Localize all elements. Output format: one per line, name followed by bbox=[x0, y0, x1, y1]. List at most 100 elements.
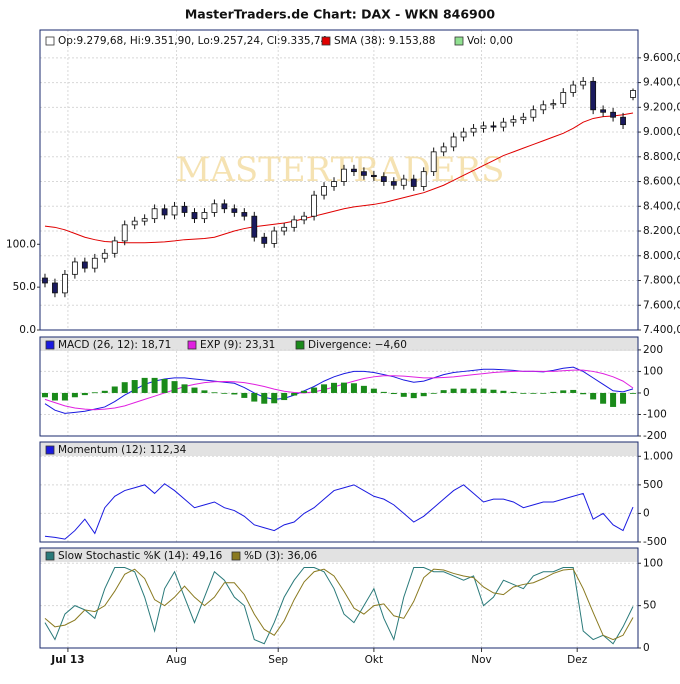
legend-swatch bbox=[45, 445, 55, 455]
bar bbox=[370, 388, 377, 393]
candle-body bbox=[251, 215, 258, 238]
candle-body bbox=[550, 103, 557, 106]
bar bbox=[620, 392, 627, 404]
x-tick-label: Nov bbox=[471, 654, 492, 666]
x-tick-label: Dez bbox=[567, 654, 588, 666]
candle-body bbox=[470, 127, 477, 133]
bar bbox=[520, 392, 527, 394]
candle-body bbox=[420, 171, 427, 187]
y-tick-label: -500 bbox=[643, 536, 667, 548]
candle-body bbox=[600, 109, 607, 113]
candle-body bbox=[410, 178, 417, 187]
bar bbox=[470, 388, 477, 393]
bar bbox=[510, 391, 517, 393]
candle-body bbox=[380, 176, 387, 182]
bar bbox=[490, 389, 497, 393]
legend-label: Divergence: −4,60 bbox=[308, 339, 407, 351]
y-tick-label: 9.000,0 bbox=[643, 126, 680, 138]
candle-body bbox=[181, 205, 188, 213]
bar bbox=[191, 387, 198, 393]
series-line bbox=[44, 369, 634, 411]
candle-body bbox=[201, 212, 208, 220]
y-tick-label: 8.000,0 bbox=[643, 250, 680, 262]
bar bbox=[480, 388, 487, 393]
legend-swatch bbox=[231, 551, 241, 561]
bar bbox=[400, 392, 407, 397]
y-tick-label: 200 bbox=[643, 344, 663, 356]
y-tick-label: 7.400,0 bbox=[643, 324, 680, 336]
candle-body bbox=[121, 224, 128, 242]
candle-body bbox=[42, 277, 48, 284]
x-tick-label: Jul 13 bbox=[50, 654, 84, 666]
legend-swatch bbox=[45, 551, 55, 561]
y-tick-label: 0 bbox=[643, 642, 650, 654]
candle-body bbox=[321, 186, 327, 196]
y-tick-label: 8.600,0 bbox=[643, 176, 680, 188]
bar bbox=[51, 392, 58, 401]
candle-body bbox=[62, 273, 68, 294]
candle-body bbox=[141, 218, 148, 222]
panel-frame bbox=[39, 441, 639, 543]
candle-body bbox=[540, 104, 547, 111]
bar bbox=[440, 390, 447, 393]
candle-body bbox=[281, 226, 288, 232]
y-tick-label: 9.400,0 bbox=[643, 77, 680, 89]
bar bbox=[340, 382, 347, 393]
y-tick-label: 7.600,0 bbox=[643, 299, 680, 311]
candle-body bbox=[361, 171, 367, 176]
candle-body bbox=[71, 261, 78, 275]
legend-swatch bbox=[45, 36, 55, 46]
x-tick-label: Sep bbox=[268, 654, 288, 666]
candle-body bbox=[211, 203, 218, 213]
bar bbox=[271, 392, 278, 404]
bar bbox=[131, 380, 138, 393]
legend-label: SMA (38): 9.153,88 bbox=[334, 35, 435, 47]
bar bbox=[530, 392, 537, 394]
y-tick-label: 500 bbox=[643, 479, 663, 491]
series-line bbox=[44, 112, 634, 244]
vol-tick-label: 0.0 bbox=[19, 324, 36, 336]
bar bbox=[221, 392, 228, 394]
bar bbox=[81, 392, 88, 396]
candle-body bbox=[241, 212, 248, 217]
y-tick-label: 100 bbox=[643, 557, 663, 569]
y-tick-label: 0 bbox=[643, 387, 650, 399]
legend-swatch bbox=[295, 340, 305, 350]
candle-body bbox=[171, 205, 178, 216]
panel bbox=[40, 548, 638, 648]
candle-body bbox=[191, 212, 198, 220]
candle-body bbox=[81, 261, 88, 269]
y-tick-label: 100 bbox=[643, 365, 663, 377]
candle-body bbox=[351, 168, 357, 173]
candle-body bbox=[560, 92, 567, 105]
watermark: MASTERTRADERS bbox=[176, 150, 505, 190]
candle-body bbox=[400, 178, 407, 186]
candle-body bbox=[271, 230, 278, 244]
candle-body bbox=[131, 220, 138, 226]
candle-body bbox=[311, 194, 317, 217]
bar bbox=[241, 392, 248, 398]
y-tick-label: 50 bbox=[643, 600, 656, 612]
legend-swatch bbox=[45, 340, 55, 350]
candle-body bbox=[301, 215, 308, 221]
bar bbox=[311, 387, 318, 393]
bar bbox=[540, 392, 547, 394]
legend-swatch bbox=[187, 340, 197, 350]
bar bbox=[261, 392, 268, 404]
candle-body bbox=[52, 282, 58, 294]
bar bbox=[580, 392, 587, 395]
bar bbox=[111, 386, 118, 393]
candle-body bbox=[580, 80, 587, 86]
legend-label: Slow Stochastic %K (14): 49,16 bbox=[58, 550, 223, 562]
bar bbox=[251, 392, 258, 402]
bar bbox=[350, 383, 357, 393]
candle-body bbox=[91, 257, 98, 269]
bar bbox=[380, 391, 387, 393]
candle-body bbox=[610, 111, 616, 118]
candle-body bbox=[590, 80, 597, 111]
series-line bbox=[44, 483, 634, 540]
legend-label: Op:9.279,68, Hi:9.351,90, Lo:9.257,24, C… bbox=[58, 35, 328, 47]
candle-body bbox=[430, 151, 437, 173]
bar bbox=[600, 392, 607, 404]
